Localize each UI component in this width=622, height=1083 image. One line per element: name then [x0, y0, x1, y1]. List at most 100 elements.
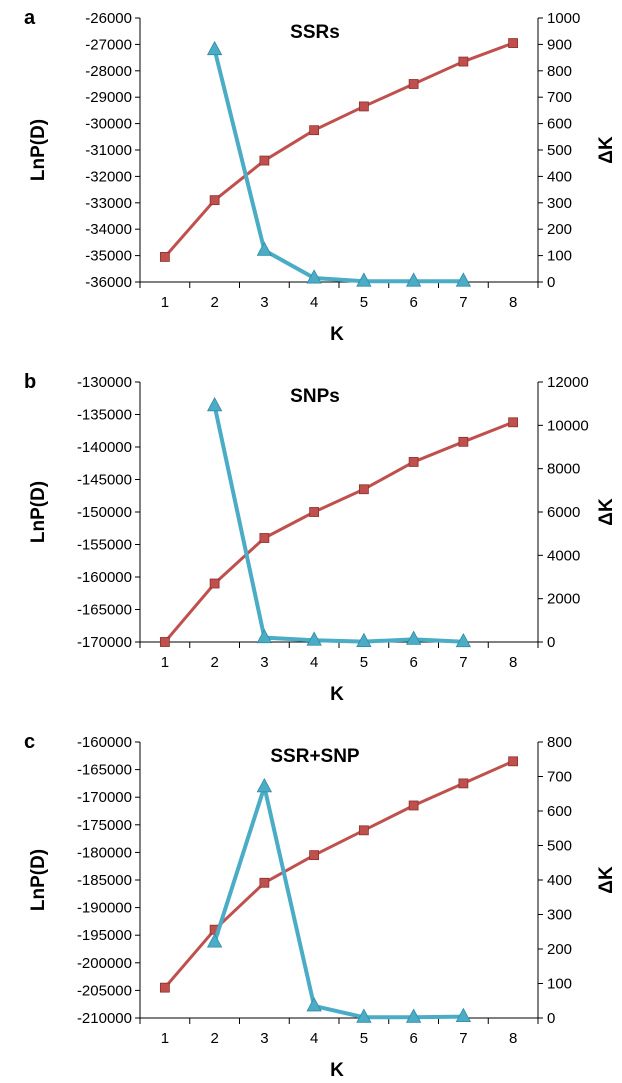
x-tick-label: 1 — [161, 294, 169, 311]
left-y-tick-label: -135000 — [77, 407, 132, 424]
chart-title: SNPs — [290, 386, 340, 407]
x-tick-label: 4 — [310, 294, 318, 311]
lnp-marker-k7 — [458, 56, 469, 67]
x-axis-title: K — [330, 684, 344, 705]
right-y-tick-label: 200 — [547, 221, 572, 238]
left-y-tick-label: -31000 — [85, 142, 132, 159]
lnp-line — [163, 759, 514, 989]
left-y-tick-label: -170000 — [77, 789, 132, 806]
left-y-tick-label: -190000 — [77, 900, 132, 917]
x-tick-label: 2 — [210, 654, 218, 671]
chart-panel-c: -160000 -165000 -170000 -175000 -180000 -1850… — [24, 731, 617, 1081]
x-tick-label: 3 — [260, 294, 268, 311]
right-y-tick-label: 400 — [547, 168, 572, 185]
delta-k-marker-k5 — [356, 632, 372, 647]
right-y-tick-label: 12000 — [547, 374, 589, 391]
left-y-tick-label: -210000 — [77, 1010, 132, 1027]
left-y-tick-label: -130000 — [77, 374, 132, 391]
lnp-marker-k4 — [309, 507, 320, 517]
right-y-axis-title: ΔK — [596, 866, 617, 894]
right-y-tick-label: 100 — [547, 976, 572, 993]
left-y-tick-label: -30000 — [85, 116, 132, 133]
delta-k-marker-k3 — [256, 628, 273, 644]
left-y-tick-label: -165000 — [77, 602, 132, 619]
left-y-tick-label: -155000 — [77, 537, 132, 554]
delta-k-line — [212, 784, 464, 1020]
left-y-tick-label: -33000 — [85, 195, 132, 212]
left-y-tick-label: -160000 — [77, 569, 132, 586]
x-tick-label: 3 — [260, 1030, 268, 1047]
delta-k-marker-k3 — [256, 778, 273, 793]
left-y-axis-title: LnP(D) — [28, 481, 49, 543]
left-y-tick-label: -205000 — [77, 982, 132, 999]
x-tick-label: 6 — [409, 654, 417, 671]
delta-k-marker-k6 — [405, 1008, 422, 1023]
lnp-line — [163, 41, 514, 258]
lnp-marker-k5 — [358, 101, 369, 112]
right-y-tick-label: 800 — [547, 63, 572, 80]
right-y-tick-label: 10000 — [547, 417, 589, 434]
delta-k-marker-k5 — [356, 1008, 372, 1023]
delta-k-line — [212, 405, 464, 644]
lnp-marker-k7 — [458, 778, 469, 789]
right-y-tick-label: 300 — [547, 195, 572, 212]
x-tick-label: 2 — [210, 294, 218, 311]
right-y-tick-label: 1000 — [547, 10, 580, 27]
right-y-tick-label: 0 — [547, 274, 555, 291]
x-tick-label: 2 — [210, 1030, 218, 1047]
right-y-tick-label: 500 — [547, 838, 572, 855]
lnp-marker-k6 — [408, 457, 419, 467]
lnp-marker-k7 — [458, 436, 469, 447]
delta-k-marker-k7 — [455, 632, 472, 648]
right-y-tick-label: 500 — [547, 142, 572, 159]
lnp-marker-k1 — [159, 637, 170, 647]
x-tick-label: 7 — [459, 294, 467, 311]
panel-letter: c — [24, 731, 35, 753]
x-tick-label: 4 — [310, 1030, 318, 1047]
right-y-tick-label: 100 — [547, 248, 572, 265]
lnp-marker-k8 — [508, 417, 519, 428]
x-tick-label: 8 — [509, 654, 517, 671]
lnp-marker-k5 — [358, 825, 369, 836]
panel-letter: b — [24, 371, 36, 393]
delta-k-marker-k4 — [306, 269, 322, 284]
delta-k-line — [212, 49, 464, 284]
x-tick-label: 5 — [360, 1030, 368, 1047]
x-tick-label: 5 — [360, 294, 368, 311]
x-tick-label: 7 — [459, 654, 467, 671]
left-y-tick-label: -160000 — [77, 734, 132, 751]
left-y-tick-label: -28000 — [85, 63, 132, 80]
lnp-marker-k3 — [259, 533, 270, 543]
chart-panel-b: -130000 -135000 -140000 -145000 -150000 -1550… — [24, 371, 617, 705]
right-y-tick-label: 200 — [547, 941, 572, 958]
left-y-tick-label: -200000 — [77, 955, 132, 972]
left-y-tick-label: -180000 — [77, 844, 132, 861]
left-y-tick-label: -175000 — [77, 817, 132, 834]
right-y-axis-title: ΔK — [596, 136, 617, 164]
left-y-tick-label: -150000 — [77, 504, 132, 521]
left-y-tick-label: -165000 — [77, 762, 132, 779]
right-y-tick-label: 0 — [547, 634, 555, 651]
lnp-marker-k3 — [259, 877, 270, 888]
delta-k-marker-k2 — [206, 933, 223, 948]
x-tick-label: 1 — [161, 654, 169, 671]
x-tick-label: 4 — [310, 654, 318, 671]
lnp-line — [163, 420, 514, 643]
left-y-axis-title: LnP(D) — [28, 119, 49, 181]
left-y-tick-label: -35000 — [85, 248, 132, 265]
right-y-tick-label: 600 — [547, 803, 572, 820]
right-y-tick-label: 6000 — [547, 504, 580, 521]
right-y-tick-label: 300 — [547, 907, 572, 924]
lnp-marker-k6 — [408, 800, 419, 811]
lnp-marker-k1 — [159, 982, 170, 993]
panel-letter: a — [24, 7, 36, 29]
lnp-marker-k8 — [508, 756, 519, 767]
lnp-marker-k4 — [309, 850, 320, 861]
delta-k-marker-k7 — [455, 272, 472, 287]
left-y-tick-label: -26000 — [85, 10, 132, 27]
lnp-marker-k2 — [209, 578, 220, 589]
right-y-tick-label: 800 — [547, 734, 572, 751]
x-tick-label: 8 — [509, 294, 517, 311]
delta-k-marker-k4 — [306, 997, 322, 1012]
chart-title: SSRs — [290, 22, 340, 43]
